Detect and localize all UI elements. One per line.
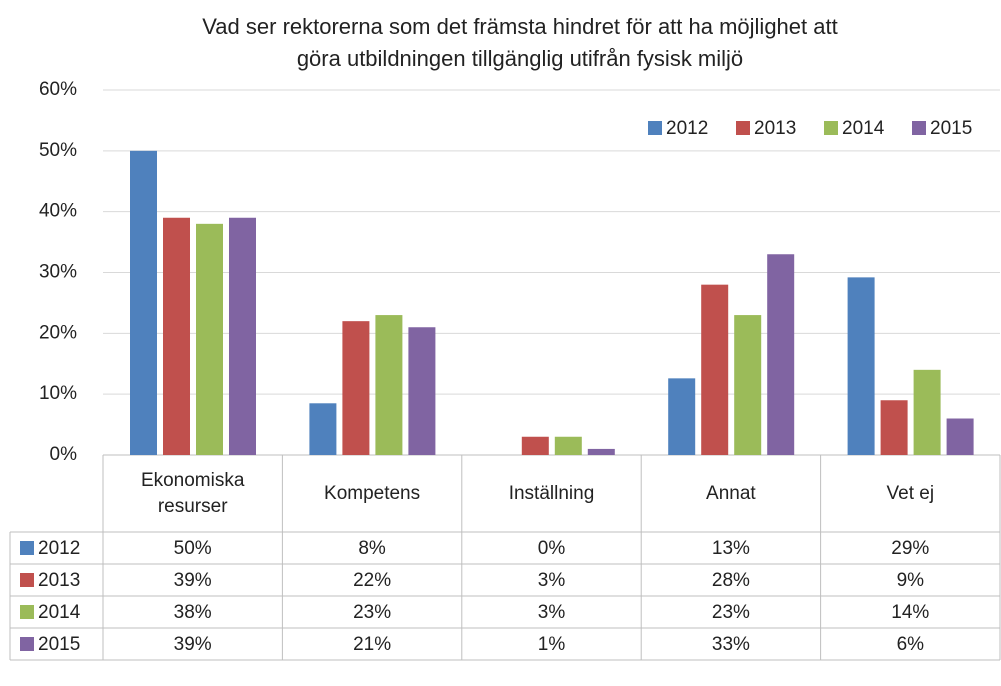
bar xyxy=(913,369,941,455)
x-tick-label: Kompetens xyxy=(324,482,421,504)
legend-label: 2015 xyxy=(930,118,972,139)
table-cell: 50% xyxy=(174,538,212,559)
y-tick-label: 20% xyxy=(39,322,77,343)
table-cell: 39% xyxy=(174,634,212,655)
table-cell: 21% xyxy=(353,634,391,655)
table-cell: 0% xyxy=(538,538,566,559)
table-cell: 23% xyxy=(712,602,750,623)
bar xyxy=(408,327,436,455)
table-cell: 3% xyxy=(538,570,566,591)
x-tick-label-box: Annat xyxy=(706,482,756,504)
table-row-label: 2014 xyxy=(38,602,81,623)
legend-key xyxy=(648,121,662,135)
bar xyxy=(309,403,337,455)
table-row-label: 2013 xyxy=(38,570,80,591)
bar xyxy=(229,217,256,455)
bar xyxy=(342,321,370,455)
bar xyxy=(196,223,223,455)
table-cell: 3% xyxy=(538,602,566,623)
table-cell: 28% xyxy=(712,570,750,591)
bar xyxy=(668,378,696,455)
table-cell: 23% xyxy=(353,602,391,623)
table-legend-key xyxy=(20,605,34,619)
table-cell: 13% xyxy=(712,538,750,559)
bar xyxy=(946,418,974,455)
bar xyxy=(554,436,582,455)
bar xyxy=(163,217,190,455)
x-tick-label-box: Kompetens xyxy=(324,482,421,504)
y-tick-label: 40% xyxy=(39,201,77,222)
legend-label: 2013 xyxy=(754,118,796,139)
y-tick-label: 60% xyxy=(39,79,77,100)
bar xyxy=(847,277,875,455)
table-legend-key xyxy=(20,637,34,651)
table-cell: 29% xyxy=(891,538,929,559)
bar xyxy=(880,400,908,455)
x-tick-label-box: Vet ej xyxy=(886,482,935,504)
table-row-label: 2012 xyxy=(38,538,80,559)
table-row-label: 2015 xyxy=(38,634,80,655)
x-tick-label: Vet ej xyxy=(886,482,935,504)
x-tick-label: Inställning xyxy=(508,482,595,504)
y-tick-label: 0% xyxy=(50,444,78,465)
bar xyxy=(701,284,729,455)
table-cell: 38% xyxy=(174,602,212,623)
y-tick-label: 30% xyxy=(39,262,77,283)
chart-title: Vad ser rektorerna som det främsta hindr… xyxy=(202,14,837,39)
bar xyxy=(734,315,762,455)
y-tick-label: 10% xyxy=(39,383,77,404)
table-cell: 8% xyxy=(358,538,386,559)
table-cell: 33% xyxy=(712,634,750,655)
table-cell: 1% xyxy=(538,634,566,655)
legend-label: 2014 xyxy=(842,118,885,139)
bar xyxy=(130,150,157,456)
table-cell: 9% xyxy=(897,570,925,591)
table-cell: 39% xyxy=(174,570,212,591)
x-tick-label: Annat xyxy=(706,482,756,504)
x-tick-label-box: Inställning xyxy=(508,482,595,504)
chart-title: göra utbildningen tillgänglig utifrån fy… xyxy=(297,46,743,71)
legend-key xyxy=(912,121,926,135)
legend-key xyxy=(824,121,838,135)
bar xyxy=(375,315,403,455)
x-tick-label: Ekonomiska resurser xyxy=(140,469,245,517)
legend-key xyxy=(736,121,750,135)
table-cell: 22% xyxy=(353,570,391,591)
table-legend-key xyxy=(20,573,34,587)
table-legend-key xyxy=(20,541,34,555)
x-tick-label-box: Ekonomiska resurser xyxy=(140,469,245,517)
bar xyxy=(767,254,795,455)
y-tick-label: 50% xyxy=(39,140,77,161)
bar xyxy=(521,436,549,455)
table-cell: 6% xyxy=(897,634,925,655)
bar xyxy=(587,448,615,455)
legend-label: 2012 xyxy=(666,118,708,139)
table-cell: 14% xyxy=(891,602,929,623)
